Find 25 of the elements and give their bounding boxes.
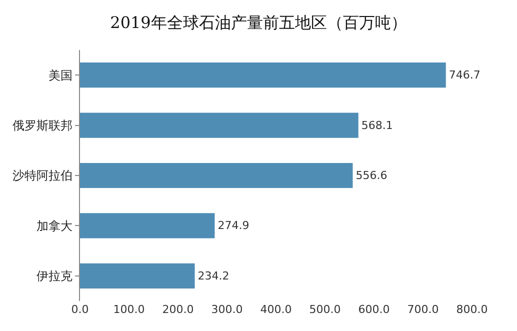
data-label: 746.7 bbox=[448, 68, 480, 82]
data-label: 274.9 bbox=[218, 219, 250, 232]
x-tick-label: 0.0 bbox=[71, 303, 89, 316]
x-tick-label: 200.0 bbox=[162, 303, 194, 316]
x-tick-label: 800.0 bbox=[456, 303, 488, 316]
bar bbox=[80, 213, 215, 238]
y-tick-label: 俄罗斯联邦 bbox=[12, 118, 73, 132]
bar bbox=[80, 162, 353, 188]
y-tick-label: 沙特阿拉伯 bbox=[12, 168, 73, 183]
data-label: 556.6 bbox=[356, 169, 388, 182]
y-tick-label: 美国 bbox=[48, 68, 73, 82]
chart-title: 2019年全球石油产量前五地区（百万吨） bbox=[110, 12, 407, 32]
bar bbox=[80, 62, 446, 88]
bar bbox=[80, 112, 358, 138]
y-tick-label: 加拿大 bbox=[36, 218, 73, 233]
data-label: 568.1 bbox=[361, 118, 393, 132]
x-tick-label: 700.0 bbox=[407, 303, 439, 316]
x-tick-label: 500.0 bbox=[309, 303, 341, 316]
x-tick-label: 400.0 bbox=[260, 303, 292, 316]
x-tick-label: 600.0 bbox=[358, 303, 390, 316]
y-tick-label: 伊拉克 bbox=[36, 269, 73, 284]
data-label: 234.2 bbox=[198, 269, 230, 282]
x-tick-label: 100.0 bbox=[113, 303, 145, 316]
bar bbox=[80, 263, 195, 288]
x-tick-label: 300.0 bbox=[211, 303, 243, 316]
